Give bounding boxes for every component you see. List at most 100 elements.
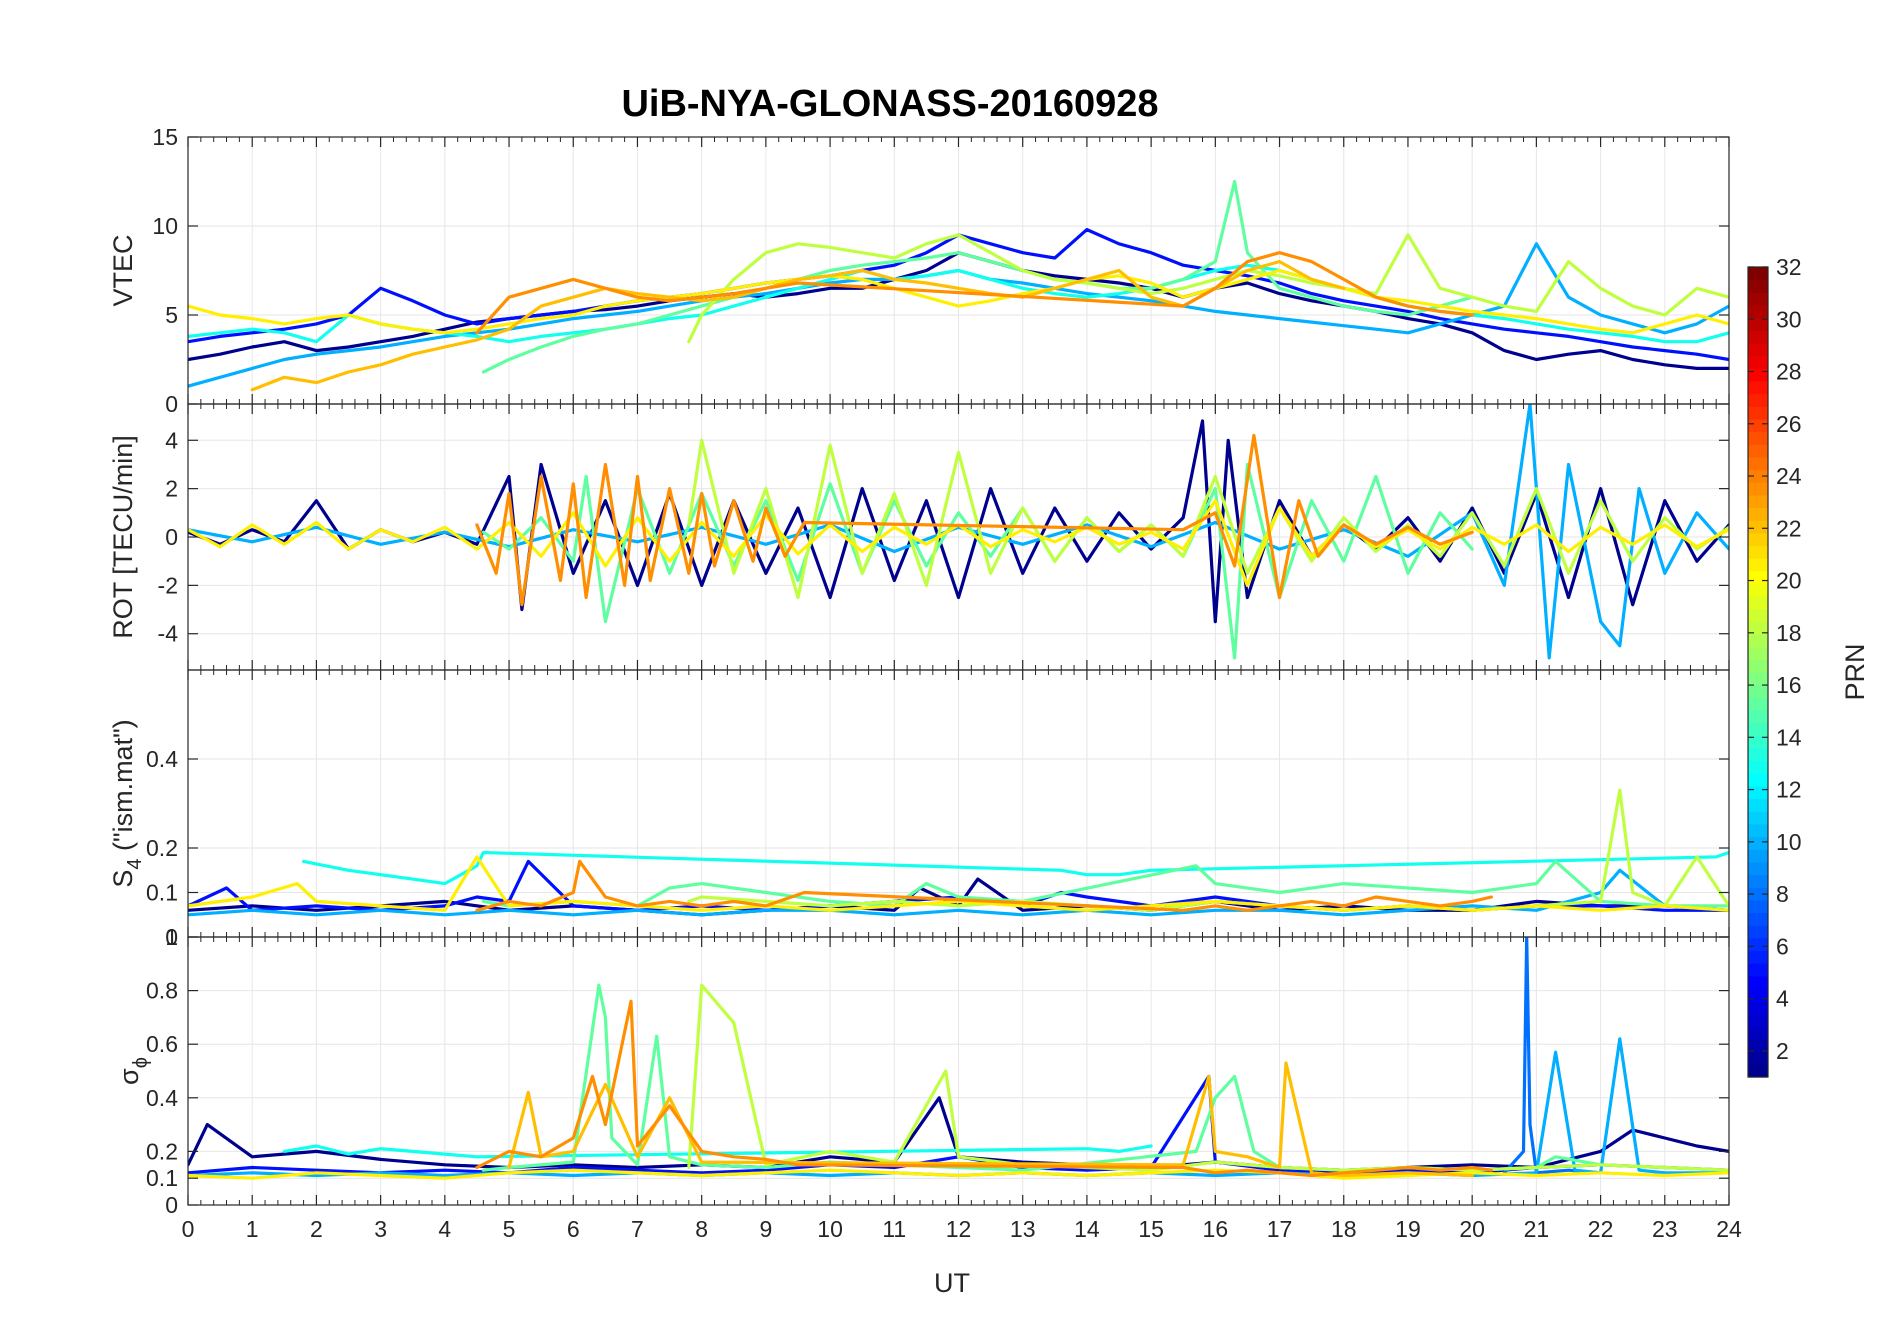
x-tick-label: 5: [503, 1216, 516, 1242]
vtec-series-prn-18: [687, 233, 1729, 344]
colorbar-segment: [1748, 785, 1768, 800]
rot-grid: [188, 404, 1729, 670]
colorbar-segment: [1748, 811, 1768, 825]
colorbar-segment: [1748, 608, 1768, 622]
x-tick-label: 11: [882, 1216, 906, 1242]
colorbar-segment: [1748, 1064, 1768, 1078]
x-tick-label: 15: [1138, 1216, 1164, 1242]
colorbar-segment: [1748, 330, 1768, 344]
colorbar-segment: [1748, 899, 1768, 914]
colorbar-segment: [1748, 836, 1768, 850]
s4-series-prn-12: [302, 850, 1729, 886]
colorbar-tick-label: 24: [1776, 463, 1802, 489]
colorbar-segment: [1748, 760, 1768, 774]
colorbar-segment: [1748, 456, 1768, 471]
colorbar-segment: [1748, 874, 1768, 888]
colorbar-tick-label: 16: [1776, 672, 1802, 698]
x-tick-label: 23: [1652, 1216, 1678, 1242]
s4-series-prn-20: [188, 855, 1729, 912]
s4-series-prn-23: [475, 859, 1493, 912]
sigma_phi-series-prn-12: [282, 1144, 1153, 1159]
panel-rot: -4 -2 0 2 4 ROT [TECU/min]: [108, 403, 1730, 671]
x-tick-label: 9: [759, 1216, 772, 1242]
rot-y-tick-label: -4: [158, 621, 179, 647]
vtec-series-group: [188, 179, 1729, 392]
vtec-series-prn-20: [188, 268, 1729, 335]
colorbar-segment: [1748, 444, 1768, 458]
x-tick-label: 19: [1395, 1216, 1421, 1242]
colorbar-segment: [1748, 267, 1768, 281]
colorbar-tick-label: 26: [1776, 411, 1802, 437]
rot-series-prn-23: [475, 433, 1474, 607]
s4-series-group: [188, 788, 1729, 917]
colorbar-segment: [1748, 621, 1768, 635]
chart-title: UiB-NYA-GLONASS-20160928: [621, 83, 1158, 125]
s4-y-label-rest: ("ism.mat"): [108, 719, 138, 858]
colorbar-segment: [1748, 709, 1768, 724]
colorbar-tick-label: 20: [1776, 568, 1802, 594]
colorbar-segment: [1748, 937, 1768, 952]
x-tick-label: 1: [246, 1216, 259, 1242]
x-tick-label: 17: [1267, 1216, 1293, 1242]
colorbar-segment: [1748, 634, 1768, 648]
colorbar-segment: [1748, 1001, 1768, 1015]
sigma_phi-series-prn-20: [188, 1168, 1729, 1180]
sigma_phi-y-tick-label: 0: [165, 1192, 178, 1218]
rot-y-tick-label: 0: [165, 524, 178, 550]
colorbar-segment: [1748, 355, 1768, 369]
vtec-series-prn-15: [481, 179, 1474, 374]
panel-vtec: 0 5 10 15 VTEC: [108, 124, 1730, 417]
rot-y-axis-label: ROT [TECU/min]: [108, 435, 138, 639]
sigma_phi-y-tick-label: 0.2: [146, 1138, 178, 1164]
s4-y-tick-label: 0.4: [146, 746, 178, 772]
x-tick-label: 8: [695, 1216, 708, 1242]
colorbar-segment: [1748, 659, 1768, 673]
colorbar-tick-label: 22: [1776, 515, 1802, 541]
colorbar-tick-label: 14: [1776, 724, 1802, 750]
x-tick-label: 6: [567, 1216, 580, 1242]
colorbar-segment: [1748, 912, 1768, 926]
colorbar-segment: [1748, 532, 1768, 547]
x-tick-label: 20: [1459, 1216, 1485, 1242]
colorbar-segment: [1748, 747, 1768, 762]
colorbar-segment: [1748, 482, 1768, 496]
x-tick-label: 7: [631, 1216, 644, 1242]
rot-series-prn-18: [687, 438, 1729, 600]
sigma_phi-y-tick-label: 1: [165, 924, 178, 950]
colorbar-segment: [1748, 469, 1768, 483]
colorbar-segment: [1748, 1039, 1768, 1053]
rot-ticks: -4 -2 0 2 4: [158, 404, 1730, 670]
x-tick-label: 22: [1588, 1216, 1614, 1242]
x-tick-label: 2: [310, 1216, 323, 1242]
colorbar-segment: [1748, 988, 1768, 1002]
vtec-y-tick-label: 0: [165, 391, 178, 417]
sigma_phi-y-label-sub: ϕ: [130, 1057, 152, 1068]
s4-y-tick-label: 0.1: [146, 880, 178, 906]
x-tick-label: 24: [1716, 1216, 1742, 1242]
x-tick-label: 16: [1203, 1216, 1229, 1242]
colorbar-segment: [1748, 304, 1768, 319]
colorbar-tick-label: 8: [1776, 881, 1789, 907]
sigma_phi-y-tick-label: 0.8: [146, 978, 178, 1004]
vtec-series-prn-21: [250, 260, 1346, 392]
x-tick-label: 12: [946, 1216, 972, 1242]
colorbar-segment: [1748, 1026, 1768, 1040]
s4-ticks: 0 0.1 0.2 0.4: [146, 670, 1730, 950]
colorbar-segment: [1748, 393, 1768, 407]
sigma_phi-y-axis-label: σϕ: [114, 1057, 152, 1085]
rot-y-tick-label: 4: [165, 427, 178, 453]
colorbar-segment: [1748, 292, 1768, 306]
sigma_phi-series-group: [188, 937, 1729, 1180]
colorbar-segment: [1748, 520, 1768, 534]
x-tick-label: 18: [1331, 1216, 1357, 1242]
colorbar-segment: [1748, 342, 1768, 357]
colorbar-segment: [1748, 861, 1768, 876]
sigma_phi-y-label-main: σ: [114, 1068, 144, 1085]
colorbar-tick-label: 2: [1776, 1038, 1789, 1064]
colorbar-segment: [1748, 722, 1768, 736]
colorbar-label: PRN: [1840, 643, 1870, 700]
colorbar-segment: [1748, 583, 1768, 597]
vtec-series-prn-23: [475, 251, 1474, 335]
